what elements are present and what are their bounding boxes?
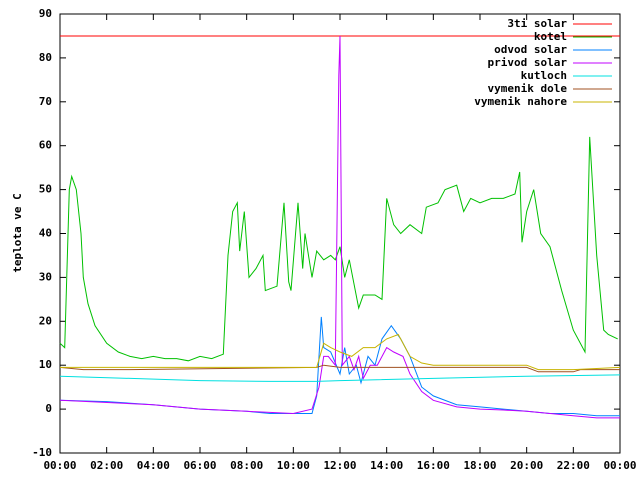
y-tick-label: 30 bbox=[39, 270, 52, 283]
y-tick-label: 60 bbox=[39, 139, 52, 152]
legend-label: odvod solar bbox=[494, 43, 567, 56]
x-tick-label: 08:00 bbox=[230, 459, 263, 472]
series-line bbox=[59, 364, 620, 373]
y-tick-label: 50 bbox=[39, 183, 52, 196]
y-tick-label: 90 bbox=[39, 7, 52, 20]
y-axis-label: teplota ve C bbox=[11, 193, 24, 272]
legend-label: privod solar bbox=[488, 56, 568, 69]
legend-label: kotel bbox=[534, 30, 567, 43]
y-tick-label: -10 bbox=[32, 446, 52, 459]
y-tick-label: 70 bbox=[39, 95, 52, 108]
y-tick-label: 80 bbox=[39, 51, 52, 64]
x-tick-label: 06:00 bbox=[183, 459, 216, 472]
y-tick-label: 0 bbox=[45, 402, 52, 415]
series-line bbox=[60, 333, 621, 371]
legend-label: vymenik dole bbox=[488, 82, 568, 95]
x-tick-label: 18:00 bbox=[463, 459, 496, 472]
x-tick-label: 14:00 bbox=[370, 459, 403, 472]
x-tick-label: 12:00 bbox=[323, 459, 356, 472]
x-tick-label: 20:00 bbox=[510, 459, 543, 472]
y-tick-label: 10 bbox=[39, 358, 52, 371]
x-tick-label: 16:00 bbox=[417, 459, 450, 472]
x-tick-label: 00:00 bbox=[43, 459, 76, 472]
series-line bbox=[59, 374, 621, 382]
x-tick-label: 04:00 bbox=[137, 459, 170, 472]
y-tick-label: 20 bbox=[39, 314, 52, 327]
legend-label: vymenik nahore bbox=[474, 95, 567, 108]
x-tick-label: 02:00 bbox=[90, 459, 123, 472]
series-line bbox=[59, 35, 620, 419]
x-tick-label: 00:00 bbox=[603, 459, 636, 472]
series-line bbox=[59, 316, 620, 417]
y-tick-label: 40 bbox=[39, 227, 52, 240]
x-tick-label: 10:00 bbox=[277, 459, 310, 472]
legend-label: 3ti solar bbox=[507, 17, 567, 30]
x-tick-label: 22:00 bbox=[557, 459, 590, 472]
plot-frame bbox=[59, 13, 621, 454]
series-line bbox=[59, 136, 618, 362]
legend-label: kutloch bbox=[521, 69, 567, 82]
